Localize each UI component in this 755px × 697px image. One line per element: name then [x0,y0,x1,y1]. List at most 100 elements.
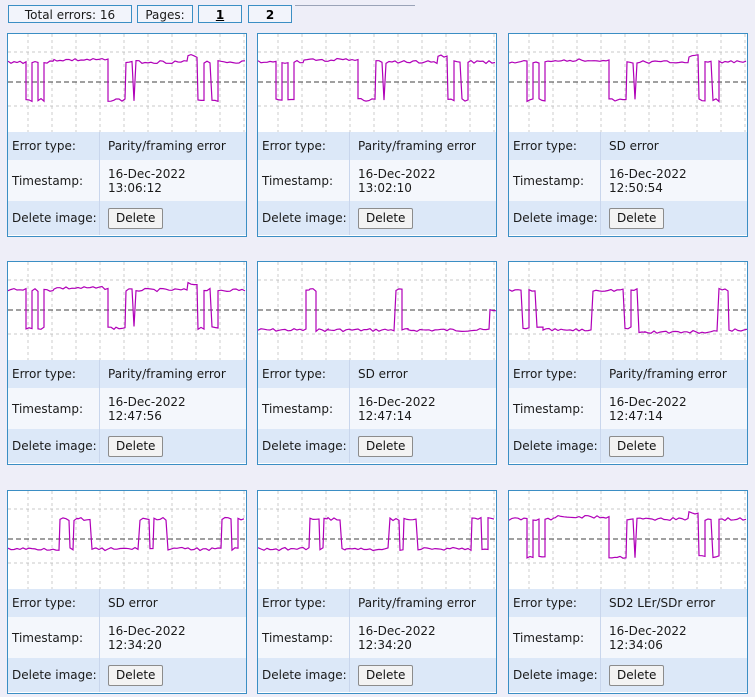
waveform-image [8,262,246,361]
total-errors-count: Total errors: 16 [8,5,132,23]
waveform-chart [258,262,496,360]
error-type: Error type: Parity/framing error [8,132,246,160]
timestamp-value: 16-Dec-2022 12:34:06 [609,623,687,652]
timestamp: Timestamp: 16-Dec-2022 12:34:20 [8,617,246,658]
delete-button[interactable]: Delete [358,664,414,686]
delete-button[interactable]: Delete [609,207,665,229]
delete-image: Delete image: Delete [8,201,246,235]
delete-image-value: Delete [609,201,743,235]
delete-image: Delete image: Delete [258,429,496,463]
error-type-label: Error type: [513,360,601,388]
timestamp-label: Timestamp: [513,617,601,658]
error-type-value: Parity/framing error [108,139,226,153]
delete-image-label: Delete image: [262,201,350,235]
error-type-value: Parity/framing error [609,367,727,381]
error-details: Error type: Parity/framing error Timestamp… [8,360,246,463]
delete-image-label: Delete image: [262,429,350,463]
signal-trace [509,287,747,334]
timestamp: Timestamp: 16-Dec-2022 12:34:06 [509,617,747,658]
signal-trace [258,516,495,552]
delete-image-value: Delete [358,658,492,692]
error-details: Error type: SD2 LEr/SDr error Timestamp: 16… [509,589,747,692]
delete-button[interactable]: Delete [108,664,164,686]
page-link-2-label[interactable]: 2 [265,8,275,22]
waveform-chart [509,262,747,360]
page-link-2[interactable]: 2 [248,5,292,23]
error-type: Error type: SD2 LEr/SDr error [509,589,747,617]
error-details: Error type: SD error Timestamp: 16-Dec-2022… [258,360,496,463]
timestamp-label: Timestamp: [12,617,100,658]
delete-image-value: Delete [609,658,743,692]
waveform-chart [509,491,747,589]
waveform-image [258,491,496,590]
timestamp-label: Timestamp: [513,160,601,201]
signal-trace [258,288,496,333]
delete-image: Delete image: Delete [258,201,496,235]
error-type-value: Parity/framing error [108,367,226,381]
error-details: Error type: SD error Timestamp: 16-Dec-2022… [8,589,246,692]
error-type: Error type: Parity/framing error [258,589,496,617]
error-type-value: SD2 LEr/SDr error [609,596,716,610]
signal-trace [509,54,747,103]
delete-image-value: Delete [108,201,242,235]
pages-label: Pages: [137,5,193,23]
waveform-image [258,262,496,361]
error-type: Error type: Parity/framing error [509,360,747,388]
page-link-1[interactable]: 1 [198,5,242,23]
error-details: Error type: Parity/framing error Timestamp… [8,132,246,235]
timestamp-value: 16-Dec-2022 12:34:20 [108,623,186,652]
delete-image-value: Delete [358,201,492,235]
error-details: Error type: Parity/framing error Timestamp… [258,589,496,692]
error-card: Error type: Parity/framing error Timestamp… [7,261,247,465]
error-card: Error type: Parity/framing error Timestamp… [508,261,748,465]
delete-image-label: Delete image: [513,429,601,463]
timestamp-label: Timestamp: [262,388,350,429]
delete-image-label: Delete image: [12,658,100,692]
waveform-image [8,491,246,590]
error-type-value: Parity/framing error [358,596,476,610]
delete-image-value: Delete [108,429,242,463]
timestamp-label: Timestamp: [262,617,350,658]
timestamp: Timestamp: 16-Dec-2022 12:34:20 [258,617,496,658]
delete-button[interactable]: Delete [358,207,414,229]
waveform-chart [8,262,246,360]
timestamp: Timestamp: 16-Dec-2022 12:50:54 [509,160,747,201]
delete-button[interactable]: Delete [108,207,164,229]
signal-trace [258,54,496,102]
page-link-1-label[interactable]: 1 [215,8,225,22]
error-card: Error type: SD error Timestamp: 16-Dec-2022… [508,33,748,237]
delete-image: Delete image: Delete [509,201,747,235]
error-card: Error type: Parity/framing error Timestamp… [257,490,497,694]
error-type-label: Error type: [12,132,100,160]
error-type-label: Error type: [513,589,601,617]
error-type: Error type: SD error [258,360,496,388]
delete-button[interactable]: Delete [609,664,665,686]
error-type: Error type: SD error [8,589,246,617]
waveform-image [258,34,496,133]
timestamp-value: 16-Dec-2022 12:34:20 [358,623,436,652]
delete-image-value: Delete [609,429,743,463]
timestamp-value: 16-Dec-2022 12:47:14 [358,394,436,423]
delete-image: Delete image: Delete [258,658,496,692]
signal-trace [8,281,246,331]
waveform-image [509,34,747,133]
error-type: Error type: Parity/framing error [8,360,246,388]
delete-image: Delete image: Delete [8,658,246,692]
delete-image-label: Delete image: [12,201,100,235]
delete-button[interactable]: Delete [358,435,414,457]
delete-button[interactable]: Delete [108,435,164,457]
error-type-label: Error type: [262,589,350,617]
delete-image: Delete image: Delete [509,429,747,463]
waveform-image [8,34,246,133]
timestamp: Timestamp: 16-Dec-2022 12:47:14 [258,388,496,429]
delete-button[interactable]: Delete [609,435,665,457]
waveform-image [509,491,747,590]
waveform-chart [8,491,246,589]
timestamp-value: 16-Dec-2022 12:50:54 [609,166,687,195]
error-card: Error type: SD error Timestamp: 16-Dec-2022… [257,261,497,465]
divider [295,5,415,6]
error-details: Error type: Parity/framing error Timestamp… [509,360,747,463]
delete-image-value: Delete [358,429,492,463]
signal-trace [509,510,747,559]
timestamp: Timestamp: 16-Dec-2022 12:47:14 [509,388,747,429]
